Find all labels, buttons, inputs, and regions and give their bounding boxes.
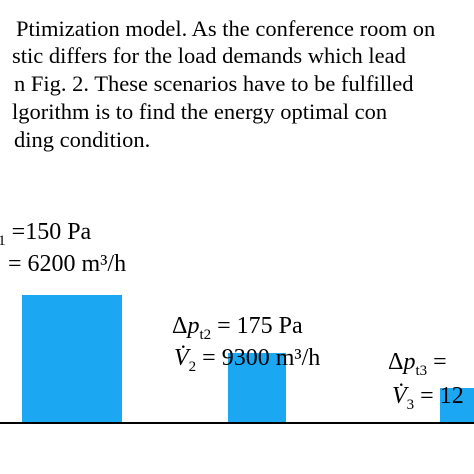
annotation-3-flow-value: = 12 — [420, 383, 464, 409]
text-line-3: n Fig. 2. These scenarios have to be ful… — [14, 71, 414, 96]
bar-scenario-3 — [440, 388, 474, 424]
annotation-3-pressure-value: = — [433, 349, 447, 375]
annotation-1-pressure-value: =150 Pa — [11, 219, 92, 245]
load-scenario-figure: t1 =150 Pa = 6200 m³/h Δpt2 = 175 Pa V̇2… — [0, 200, 474, 474]
text-line-1: Ptimization model. As the conference roo… — [16, 16, 436, 41]
annotation-2-flow-value: = 9300 m³/h — [202, 345, 321, 371]
annotation-scenario-3-flow: V̇3 = 12 — [392, 383, 464, 413]
annotation-scenario-2-flow: V̇2 = 9300 m³/h — [174, 345, 321, 375]
annotation-scenario-3-pressure: Δpt3 = — [388, 349, 447, 379]
annotation-scenario-2-pressure: Δpt2 = 175 Pa — [172, 313, 303, 343]
bar-scenario-1 — [22, 295, 122, 424]
text-line-4: lgorithm is to find the energy optimal c… — [12, 99, 388, 124]
annotation-1-flow-value: = 6200 m³/h — [8, 251, 127, 277]
annotation-2-pressure-value: = 175 Pa — [217, 313, 303, 339]
x-axis-line — [0, 422, 474, 424]
bar-scenario-2 — [228, 353, 286, 424]
text-line-2: stic differs for the load demands which … — [12, 43, 406, 68]
annotation-scenario-1-pressure: t1 =150 Pa — [0, 219, 92, 249]
annotation-scenario-1-flow: = 6200 m³/h — [8, 250, 126, 278]
text-line-5: ding condition. — [14, 127, 151, 152]
